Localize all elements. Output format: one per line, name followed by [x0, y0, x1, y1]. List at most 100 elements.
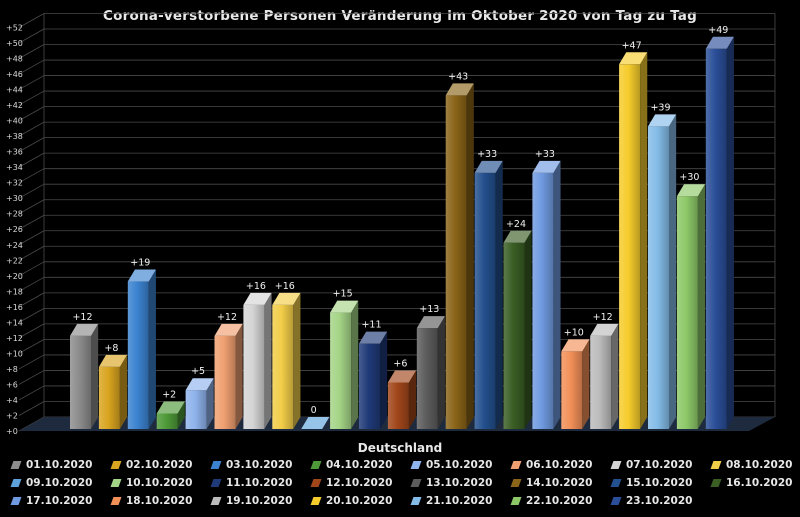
legend-swatch: [10, 497, 22, 505]
y-tick-label: +34: [6, 163, 23, 172]
y-tick-label: +44: [6, 86, 23, 95]
bar-top: [301, 417, 330, 429]
legend-label: 02.10.2020: [126, 459, 193, 471]
bar-top: [416, 316, 445, 329]
bar-top: [561, 339, 590, 352]
gridline-side: [18, 230, 45, 246]
gridline-side: [18, 370, 45, 385]
legend-item: 18.10.2020: [110, 495, 212, 511]
gridline-side: [18, 354, 45, 370]
legend-item: 05.10.2020: [410, 459, 512, 475]
legend-swatch: [610, 479, 622, 487]
legend-label: 12.10.2020: [326, 477, 393, 489]
gridline-side: [18, 339, 45, 354]
legend-item: 17.10.2020: [10, 495, 112, 511]
legend-swatch: [10, 479, 22, 487]
legend-item: 02.10.2020: [110, 459, 212, 475]
legend-label: 14.10.2020: [526, 477, 593, 489]
data-labels: +12 +8 +19 +2 +5 +12 +16 +16 0 +15 +11 +6 +13 +43 +33 +…: [72, 25, 728, 416]
bar-02.10.2020: [98, 354, 128, 429]
legend-label: 18.10.2020: [126, 495, 193, 507]
gridline-side: [18, 28, 45, 44]
bar-front: [619, 64, 641, 429]
y-tick-label: +22: [6, 256, 23, 265]
gridline-side: [18, 245, 45, 261]
legend-label: 04.10.2020: [326, 459, 393, 471]
bar-side: [119, 354, 128, 429]
legend-label: 05.10.2020: [426, 459, 493, 471]
bar-side: [582, 339, 590, 429]
y-tick-label: +20: [6, 272, 23, 281]
bar-front: [561, 351, 583, 429]
bar-front: [185, 390, 207, 429]
y-axis-ticks: +0 +2 +4 +6 +8 +10 +12 +14 +16 +18 +20 +22 +24 +26 +28…: [6, 23, 23, 436]
bar-front: [98, 366, 120, 429]
legend-label: 10.10.2020: [126, 477, 193, 489]
bar-03.10.2020: [127, 269, 156, 429]
legend-item: 09.10.2020: [10, 477, 112, 493]
gridline-side: [18, 152, 45, 168]
data-label: +16: [246, 281, 266, 292]
bar-front: [359, 343, 380, 429]
data-label: +13: [419, 304, 439, 315]
data-label: +8: [104, 343, 118, 354]
y-tick-label: +48: [6, 55, 23, 64]
y-tick-label: +38: [6, 132, 23, 141]
bar-side: [293, 292, 301, 429]
bar-front: [532, 172, 554, 430]
legend-item: 04.10.2020: [310, 459, 412, 475]
y-tick-label: +50: [6, 39, 23, 48]
y-tick-label: +46: [6, 70, 23, 79]
bar-front: [590, 335, 612, 429]
gridline-side: [18, 261, 45, 277]
data-label: +33: [535, 149, 555, 160]
bar-top: [272, 292, 301, 305]
legend-label: 16.10.2020: [726, 477, 793, 489]
bar-front: [156, 413, 178, 429]
data-label: 0: [311, 405, 317, 416]
bar-07.10.2020: [243, 292, 272, 429]
gridline-side: [18, 59, 45, 75]
legend-item: 06.10.2020: [510, 459, 612, 475]
gridline-side: [18, 276, 45, 292]
gridline-side: [18, 183, 45, 199]
y-tick-label: +16: [6, 303, 23, 312]
bar-top: [474, 160, 503, 173]
bar-front: [243, 304, 265, 429]
data-label: +15: [333, 289, 353, 300]
data-label: +6: [393, 358, 407, 369]
y-tick-label: +14: [6, 318, 23, 327]
y-tick-label: +52: [6, 23, 23, 32]
legend-swatch: [410, 479, 422, 487]
legend-item: 01.10.2020: [10, 459, 112, 475]
y-tick-label: +36: [6, 148, 23, 157]
bar-top: [243, 292, 272, 305]
bar-side: [640, 52, 648, 429]
legend-swatch: [210, 479, 222, 487]
bar-side: [466, 83, 474, 429]
bar-side: [206, 378, 214, 429]
legend-label: 15.10.2020: [626, 477, 693, 489]
bar-side: [408, 370, 417, 429]
bar-04.10.2020: [156, 401, 185, 429]
y-tick-label: +0: [6, 427, 18, 436]
legend-swatch: [110, 497, 122, 505]
legend-label: 19.10.2020: [226, 495, 293, 507]
gridline-side: [18, 44, 45, 59]
chart-plot: +0+2+4+6+8+10+12+14+16+18+20+22+24+26+28…: [6, 13, 776, 436]
bar-side: [91, 323, 99, 429]
legend-swatch: [310, 461, 322, 469]
data-label: +12: [72, 312, 92, 323]
bar-12.10.2020: [387, 370, 417, 429]
data-label: +30: [679, 172, 699, 183]
bar-side: [726, 36, 734, 429]
bar-08.10.2020: [272, 292, 301, 429]
bar-side: [351, 300, 359, 429]
bar-17.10.2020: [532, 160, 561, 430]
data-label: +43: [448, 71, 468, 82]
y-tick-label: +6: [6, 380, 18, 389]
data-label: +2: [162, 389, 176, 400]
legend-swatch: [110, 479, 122, 487]
data-label: +19: [130, 258, 150, 269]
bar-top: [590, 323, 619, 336]
